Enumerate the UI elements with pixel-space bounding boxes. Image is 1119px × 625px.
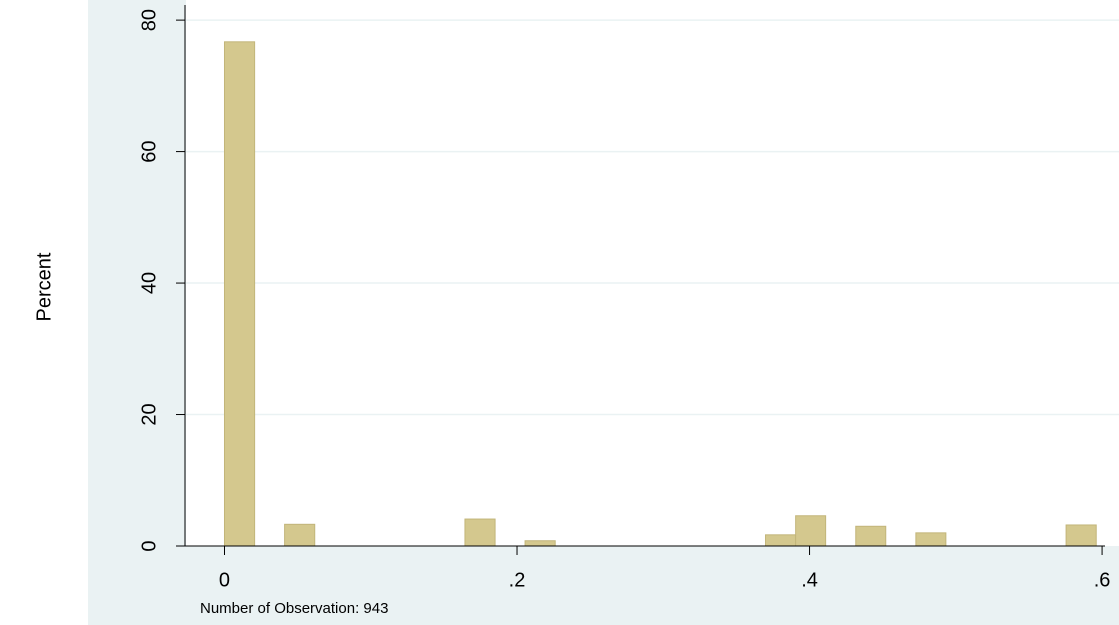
plot-region	[186, 0, 1119, 546]
x-tick-label: .4	[801, 569, 818, 591]
x-tick-label: .6	[1094, 569, 1111, 591]
bar	[915, 532, 947, 547]
y-tick-label: 20	[138, 403, 160, 425]
note: Number of Observation: 943	[200, 600, 388, 617]
bar	[464, 518, 496, 547]
bar	[795, 515, 827, 547]
bar	[223, 41, 256, 547]
x-tick-label: 0	[219, 569, 230, 591]
y-tick-label: 60	[138, 140, 160, 162]
bar	[1065, 524, 1097, 547]
bar	[284, 523, 316, 547]
y-tick-label: 40	[138, 272, 160, 294]
y-tick-label: 80	[138, 9, 160, 31]
y-axis-title: Percent	[33, 252, 55, 321]
x-tick-label: .2	[509, 569, 526, 591]
y-tick-label: 0	[138, 540, 160, 551]
bar	[765, 534, 797, 547]
bar	[855, 525, 887, 547]
bar	[524, 540, 556, 547]
